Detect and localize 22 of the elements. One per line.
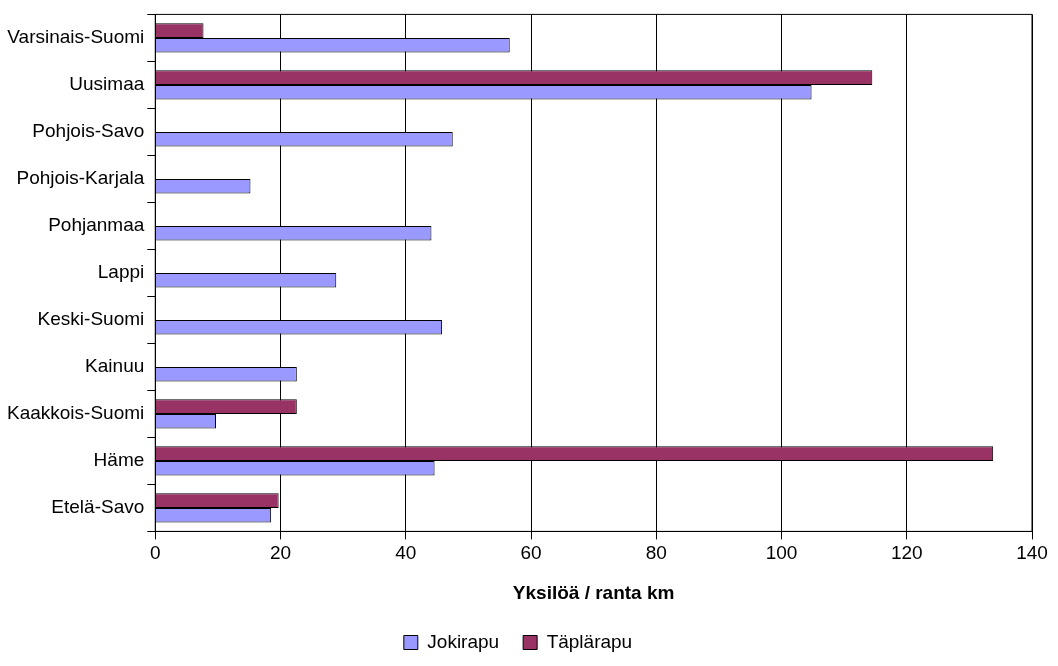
legend-label: Jokirapu bbox=[427, 630, 500, 652]
y-tick-label: Kaakkois-Suomi bbox=[7, 402, 145, 424]
y-tick-label: Lappi bbox=[97, 261, 145, 283]
y-tick-label: Pohjois-Karjala bbox=[16, 167, 145, 189]
x-tick-label: 120 bbox=[890, 542, 923, 564]
x-tick-label: 20 bbox=[269, 542, 292, 564]
y-tick-label: Pohjanmaa bbox=[48, 214, 145, 236]
x-tick-label: 140 bbox=[1016, 542, 1048, 564]
x-tick-label: 60 bbox=[520, 542, 542, 564]
x-tick-label: 100 bbox=[765, 542, 798, 564]
y-tick-label: Pohjois-Savo bbox=[32, 120, 145, 142]
y-tick-label: Uusimaa bbox=[69, 73, 145, 95]
y-tick-label: Häme bbox=[93, 449, 145, 471]
x-tick-label: 0 bbox=[149, 542, 161, 564]
y-tick-label: Etelä-Savo bbox=[51, 496, 145, 518]
y-tick-label: Kainuu bbox=[85, 355, 145, 377]
x-tick-label: 40 bbox=[395, 542, 417, 564]
y-tick-label: Keski-Suomi bbox=[37, 308, 145, 330]
x-axis-title: Yksilöä / ranta km bbox=[512, 581, 675, 603]
x-tick-label: 80 bbox=[645, 542, 667, 564]
y-tick-label: Varsinais-Suomi bbox=[7, 26, 145, 48]
legend-label: Täplärapu bbox=[546, 630, 633, 652]
